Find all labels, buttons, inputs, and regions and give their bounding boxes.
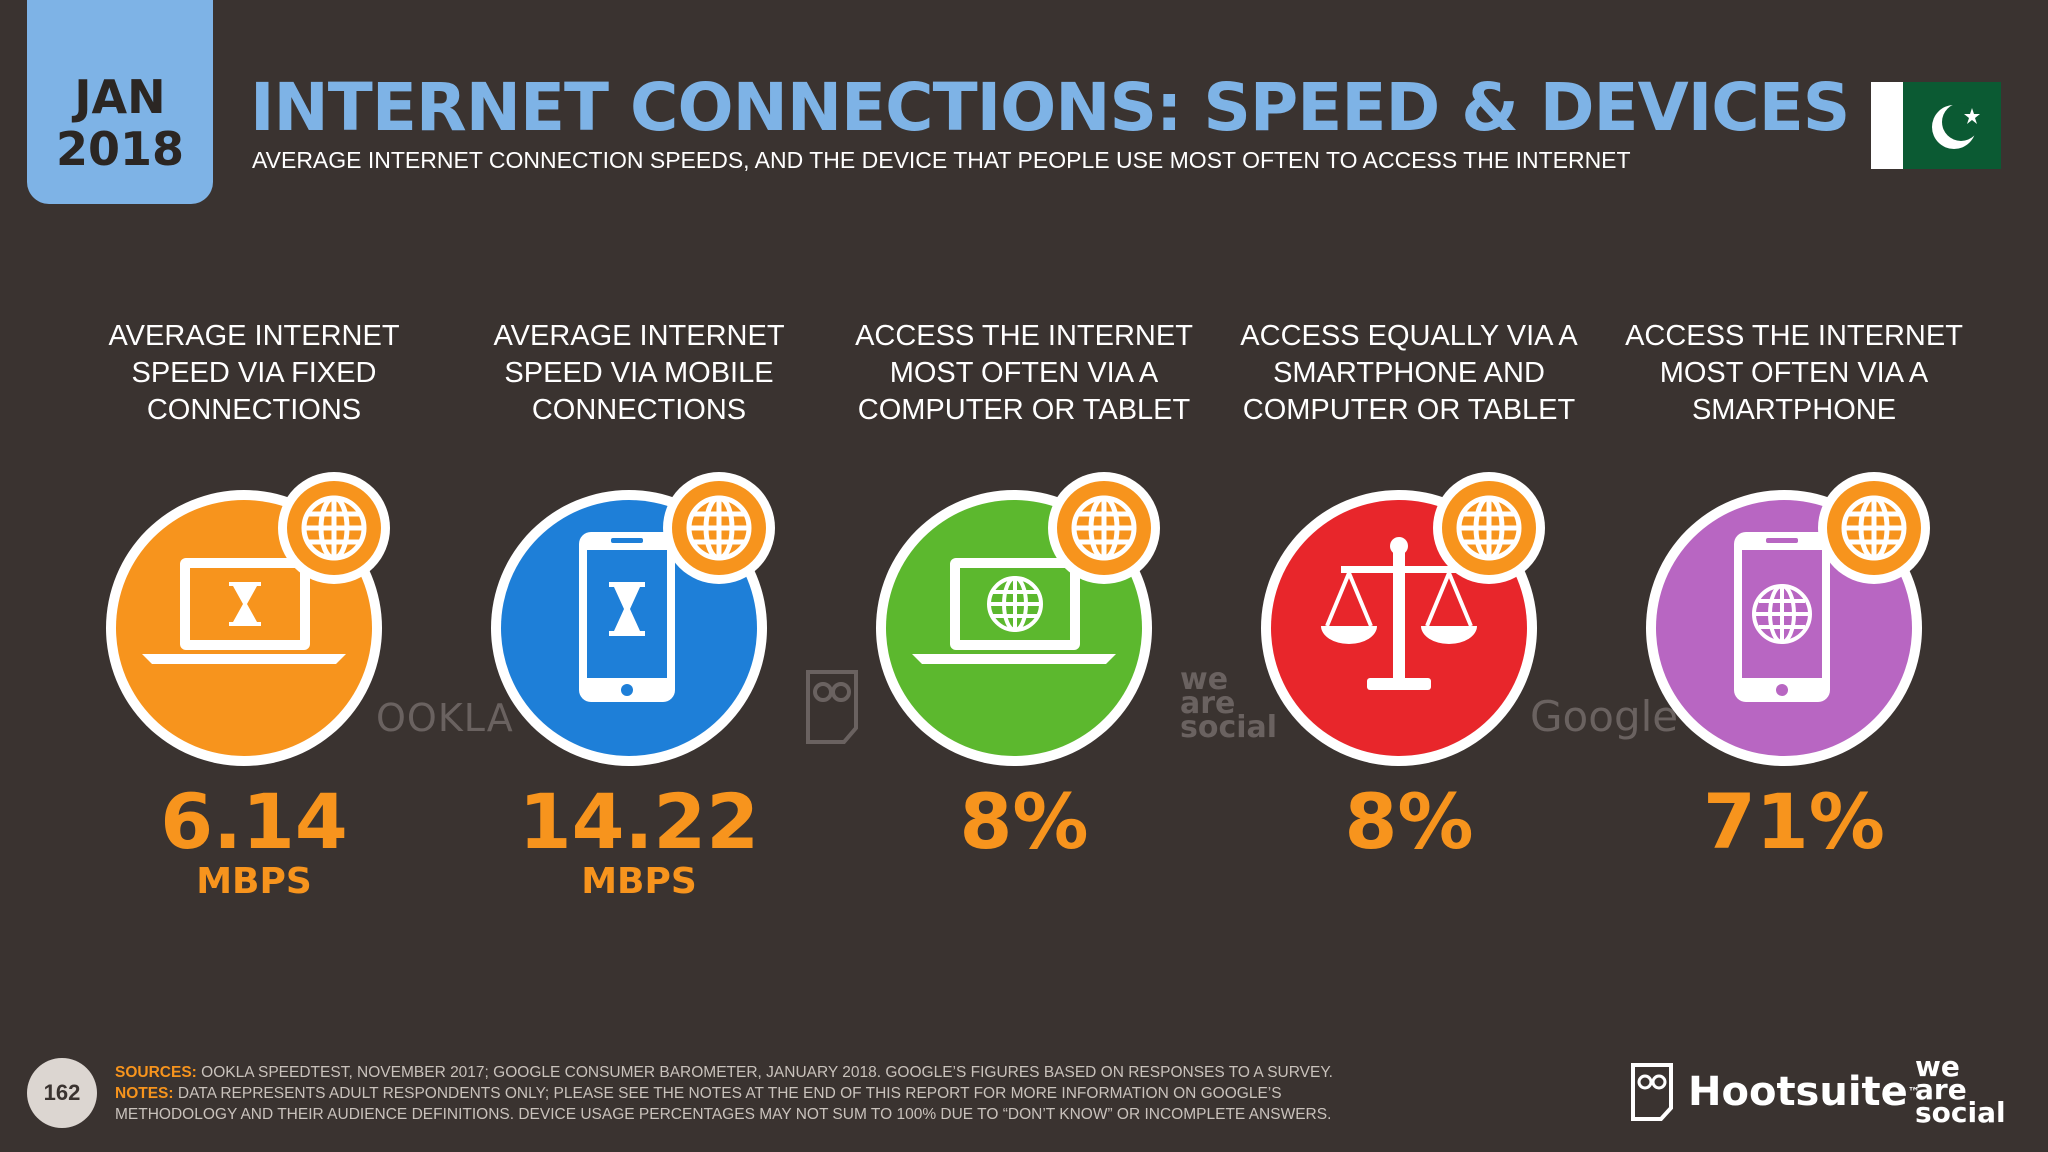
stat-mobile-speed: AVERAGE INTERNET SPEED VIA MOBILE CONNEC… (459, 318, 819, 902)
stat-label: ACCESS EQUALLY VIA A SMARTPHONE AND COMP… (1240, 320, 1578, 426)
stat-computer-access: ACCESS THE INTERNET MOST OFTEN VIA A COM… (844, 318, 1204, 866)
wearesocial-watermark: we are social (1180, 662, 1278, 745)
date-badge: JAN 2018 (27, 0, 213, 204)
ookla-watermark: OOKLA (376, 696, 514, 740)
stat-equal-access: ACCESS EQUALLY VIA A SMARTPHONE AND COMP… (1229, 318, 1589, 866)
page-title: INTERNET CONNECTIONS: SPEED & DEVICES (250, 69, 1850, 146)
stat-value: 8% (1344, 777, 1474, 866)
page-subtitle: AVERAGE INTERNET CONNECTION SPEEDS, AND … (252, 147, 1631, 173)
google-watermark: Google (1530, 692, 1679, 741)
date-month: JAN (74, 70, 166, 124)
stat-label: ACCESS THE INTERNET MOST OFTEN VIA A COM… (855, 320, 1193, 426)
footnotes: SOURCES: OOKLA SPEEDTEST, NOVEMBER 2017;… (115, 1064, 1333, 1123)
stat-value: 71% (1703, 777, 1885, 866)
stat-label: AVERAGE INTERNET SPEED VIA MOBILE CONNEC… (493, 320, 785, 426)
stat-label: ACCESS THE INTERNET MOST OFTEN VIA A SMA… (1625, 320, 1963, 426)
stat-unit: MBPS (196, 861, 312, 902)
stat-unit: MBPS (581, 861, 697, 902)
owl-icon (1631, 1063, 1673, 1121)
hootsuite-wordmark: Hootsuite™ (1688, 1069, 1920, 1115)
scales-icon (1257, 466, 1561, 770)
wearesocial-logo: we are social (1915, 1050, 2006, 1129)
smartphone-globe-icon (1642, 466, 1946, 770)
pakistan-flag-icon (1871, 82, 2001, 169)
laptop-globe-icon (872, 466, 1176, 770)
date-year: 2018 (55, 122, 185, 176)
stat-value: 8% (959, 777, 1089, 866)
stat-value: 14.22 (518, 777, 760, 866)
owl-watermark-icon (806, 670, 858, 744)
laptop-hourglass-icon (102, 466, 406, 770)
page-number: 162 (27, 1058, 97, 1128)
smartphone-hourglass-icon (487, 466, 791, 770)
stat-value: 6.14 (160, 777, 348, 866)
stat-label: AVERAGE INTERNET SPEED VIA FIXED CONNECT… (108, 320, 400, 426)
stat-fixed-speed: AVERAGE INTERNET SPEED VIA FIXED CONNECT… (74, 318, 434, 902)
stat-smartphone-access: ACCESS THE INTERNET MOST OFTEN VIA A SMA… (1614, 318, 1974, 866)
